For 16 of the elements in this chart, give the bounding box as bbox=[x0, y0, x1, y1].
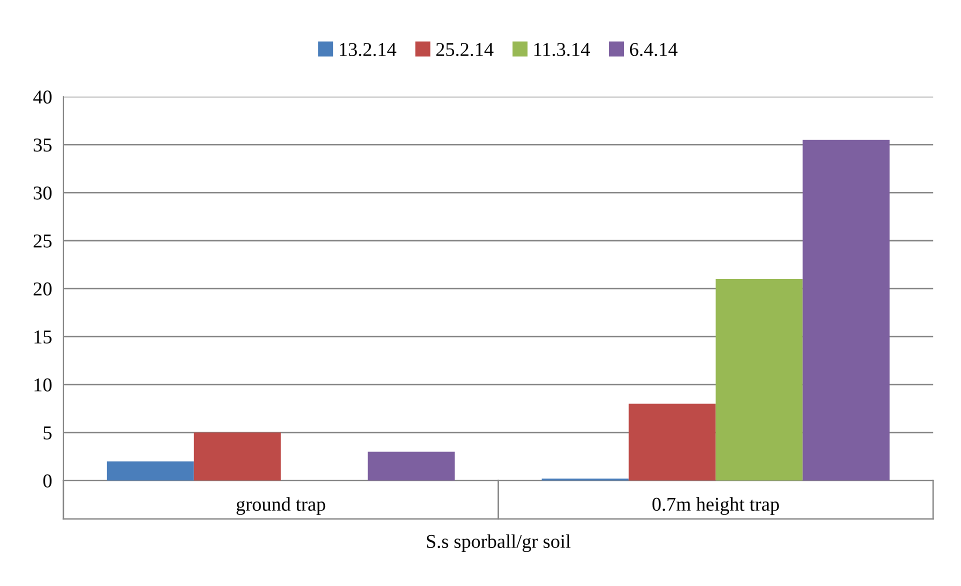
y-tick-label: 40 bbox=[33, 90, 52, 104]
y-tick-label: 10 bbox=[34, 378, 52, 392]
x-axis-title: S.s sporball/gr soil bbox=[426, 534, 571, 552]
x-tick-label: 0.7m height trap bbox=[652, 497, 779, 515]
y-tick-label: 35 bbox=[34, 138, 52, 152]
y-tick-label: 0 bbox=[43, 474, 52, 488]
legend-label: 25.2.14 bbox=[436, 42, 494, 56]
y-tick-label: 5 bbox=[44, 426, 52, 440]
y-tick-label: 25 bbox=[34, 234, 52, 248]
y-tick-label: 15 bbox=[34, 330, 52, 344]
legend-label: 11.3.14 bbox=[534, 42, 590, 56]
legend-label: 6.4.14 bbox=[630, 42, 678, 56]
y-tick-label: 30 bbox=[34, 186, 52, 200]
x-tick-label: ground trap bbox=[236, 497, 326, 515]
legend-label: 13.2.14 bbox=[340, 42, 396, 56]
y-tick-label: 20 bbox=[34, 282, 52, 296]
